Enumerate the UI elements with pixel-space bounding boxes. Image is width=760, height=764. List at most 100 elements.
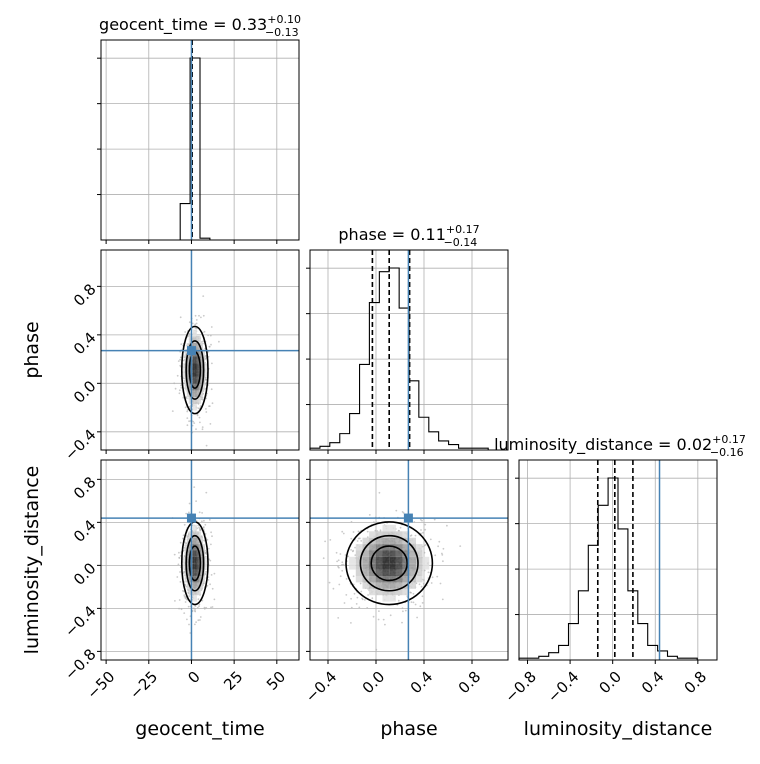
sample-476: [182, 590, 184, 592]
density-cell-1-7: [183, 363, 185, 370]
density-cell-6-7: [193, 557, 195, 563]
density-cell-6-8: [193, 550, 195, 556]
sample-532: [424, 552, 426, 554]
sample-304: [214, 573, 216, 575]
density-cell-5-7: [376, 557, 383, 563]
sample-330: [174, 554, 176, 556]
sample-590: [200, 317, 202, 319]
density-cell-7-10: [195, 538, 197, 544]
density-cell-2-4: [185, 576, 187, 582]
sample-196: [395, 510, 397, 512]
sample-221: [364, 599, 366, 601]
sample-341: [207, 539, 209, 541]
density-cell-8-7: [197, 557, 199, 563]
sample-351: [341, 561, 343, 563]
sample-485: [194, 624, 196, 626]
sample-380: [195, 621, 197, 623]
sample-476: [357, 540, 359, 542]
sample-533: [179, 359, 181, 361]
sample-472: [437, 545, 439, 547]
sample-103: [189, 321, 191, 323]
title-value: 0.11: [410, 225, 446, 244]
sample-486: [410, 592, 412, 594]
sample-646: [183, 612, 185, 614]
sample-385: [196, 319, 198, 321]
sample-33: [350, 549, 352, 551]
sample-144: [424, 529, 426, 531]
sample-282: [375, 649, 377, 651]
sample-357: [358, 538, 360, 540]
sample-76: [416, 617, 418, 619]
sample-225: [324, 541, 326, 543]
sample-62: [195, 605, 197, 607]
sample-3: [202, 428, 204, 430]
sample-429: [361, 598, 363, 600]
density-cell-6-8: [193, 357, 195, 364]
density-cell-2-9: [356, 544, 363, 550]
sample-347: [380, 529, 382, 531]
density-cell-12-7: [423, 557, 430, 563]
density-cell-7-8: [195, 550, 197, 556]
sample-613: [195, 328, 197, 330]
ytick-label-phase-2: 0.4: [70, 329, 100, 359]
sample-76: [204, 524, 206, 526]
density-cell-9-9: [199, 544, 201, 550]
sample-111: [200, 616, 202, 618]
title-name: geocent_time: [99, 15, 208, 35]
density-cell-1-6: [183, 370, 185, 377]
sample-585: [352, 550, 354, 552]
sample-291: [442, 599, 444, 601]
density-cell-6-10: [193, 538, 195, 544]
xtick-label-phase-2: 0.4: [407, 668, 437, 698]
sample-419: [384, 624, 386, 626]
title-phase: phase = 0.11+0.17−0.14: [338, 223, 479, 249]
sample-568: [209, 560, 211, 562]
density-cell-6-8: [383, 550, 390, 556]
title-name: luminosity_distance: [494, 435, 653, 455]
sample-443: [323, 557, 325, 559]
sample-401: [436, 576, 438, 578]
sample-60: [405, 610, 407, 612]
density-cell-6-6: [193, 370, 195, 377]
sample-452: [340, 575, 342, 577]
sample-616: [202, 295, 204, 297]
density-cell-9-11: [199, 336, 201, 343]
sample-521: [424, 524, 426, 526]
sample-378: [202, 426, 204, 428]
xtick-label-geocent_time-0: −50: [83, 668, 118, 703]
xtick-label-geocent_time-2: 0: [184, 668, 203, 687]
title-luminosity_distance: luminosity_distance = 0.02+0.17−0.16: [494, 433, 746, 459]
truth-marker-geocent_time-phase: [187, 346, 196, 355]
density-cell-9-11: [199, 531, 201, 537]
sample-635: [373, 521, 375, 523]
density-cell-3-6: [363, 563, 370, 569]
sample-633: [208, 548, 210, 550]
density-cell-10-10: [409, 538, 416, 544]
sample-240: [411, 601, 413, 603]
xtick-label-luminosity_distance-4: 0.8: [681, 668, 711, 698]
ytick-label-phase-0: −0.4: [61, 426, 99, 464]
sample-480: [356, 603, 358, 605]
xtick-label-luminosity_distance-2: 0.0: [595, 668, 625, 698]
density-cell-7-6: [195, 563, 197, 569]
title-name: phase: [338, 225, 386, 244]
sample-320: [172, 410, 174, 412]
sample-211: [443, 548, 445, 550]
title-equals: =: [653, 435, 677, 454]
density-cell-12-6: [423, 563, 430, 569]
sample-262: [202, 399, 204, 401]
density-cell-4-2: [189, 397, 191, 404]
sample-331: [194, 608, 196, 610]
density-cell-8-6: [396, 563, 403, 569]
sample-158: [184, 524, 186, 526]
sample-99: [353, 575, 355, 577]
density-cell-6-3: [383, 582, 390, 588]
title-plus: +0.17: [446, 223, 480, 236]
sample-188: [422, 532, 424, 534]
sample-340: [210, 531, 212, 533]
sample-242: [338, 567, 340, 569]
xtick-label-geocent_time-1: −25: [126, 668, 161, 703]
density-cell-7-12: [195, 525, 197, 531]
density-cell-4-2: [369, 589, 376, 595]
sample-49: [383, 619, 385, 621]
